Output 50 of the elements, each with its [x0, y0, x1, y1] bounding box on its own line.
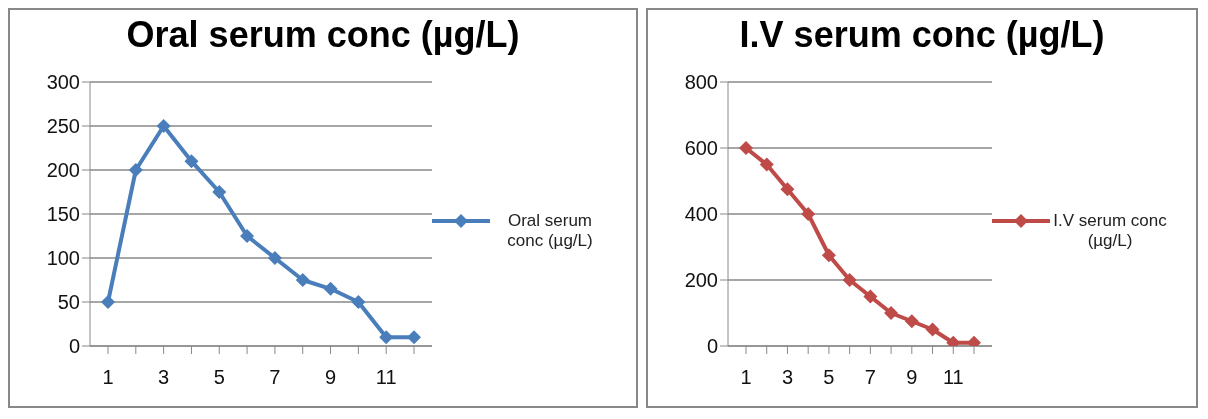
y-tick-label: 800: [684, 71, 718, 94]
point: [884, 306, 899, 320]
y-tick-label: 150: [46, 203, 80, 226]
legend-label: I.V serum conc (µg/L): [1052, 211, 1168, 251]
point: [156, 119, 171, 133]
point: [821, 248, 836, 263]
x-tick-label: 9: [324, 366, 337, 389]
x-tick-label: 1: [740, 366, 752, 389]
point: [407, 330, 421, 345]
chart-title: I.V serum conc (µg/L): [738, 14, 1106, 57]
point: [759, 157, 774, 172]
y-tick-label: 200: [684, 269, 718, 292]
point: [240, 229, 255, 243]
y-tick-label: 600: [684, 137, 718, 160]
point: [323, 281, 338, 296]
point: [267, 251, 282, 265]
legend-label: Oral serum conc (µg/L): [506, 211, 594, 251]
point: [295, 273, 310, 287]
x-tick-label: 5: [823, 366, 835, 389]
point: [212, 185, 227, 199]
x-tick-label: 11: [942, 366, 964, 389]
y-tick-label: 0: [68, 335, 80, 358]
point: [925, 322, 940, 337]
point: [184, 154, 199, 169]
point: [739, 141, 753, 155]
x-tick-label: 1: [102, 366, 114, 389]
point: [904, 314, 919, 329]
x-tick-label: 7: [864, 366, 876, 389]
y-tick-label: 100: [46, 247, 80, 270]
y-tick-label: 0: [706, 335, 718, 358]
point: [101, 295, 115, 309]
point: [863, 289, 878, 304]
y-tick-label: 400: [684, 203, 718, 226]
chart-title: Oral serum conc (µg/L): [125, 14, 521, 57]
point: [379, 330, 394, 345]
x-tick-label: 3: [781, 366, 794, 389]
point: [801, 207, 816, 221]
point: [351, 295, 366, 309]
x-tick-label: 5: [213, 366, 225, 389]
x-tick-label: 7: [269, 366, 281, 389]
point: [842, 273, 857, 287]
y-tick-label: 300: [46, 71, 80, 94]
x-tick-label: 3: [158, 366, 170, 389]
point: [128, 163, 143, 177]
x-tick-label: 11: [375, 366, 397, 389]
y-tick-label: 250: [46, 115, 80, 138]
x-tick-label: 9: [906, 366, 918, 389]
y-tick-label: 200: [46, 159, 80, 182]
y-tick-label: 50: [57, 291, 80, 314]
point: [780, 182, 795, 197]
